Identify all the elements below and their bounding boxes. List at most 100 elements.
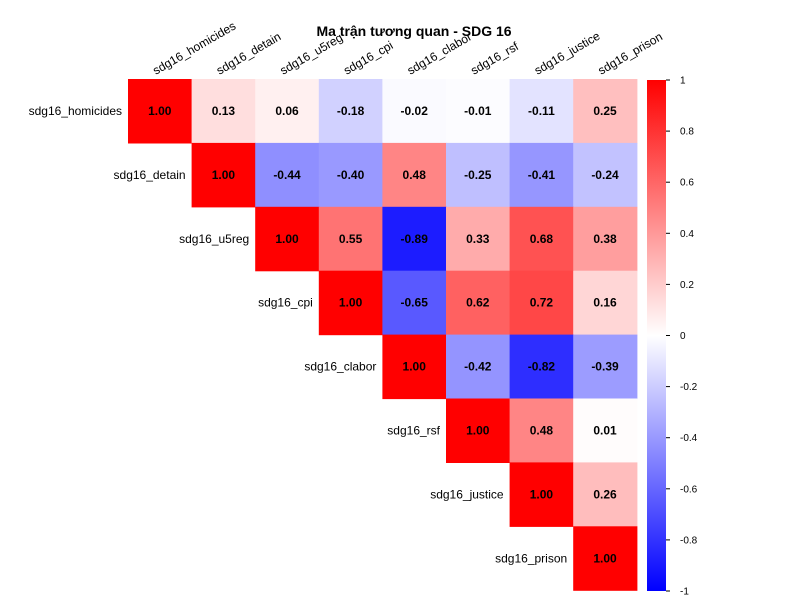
cell-value-label: -0.82 bbox=[528, 360, 556, 374]
cell-value-label: -0.89 bbox=[401, 232, 429, 246]
colorbar-tick-label: 0.2 bbox=[680, 280, 694, 291]
heatmap-cell bbox=[128, 79, 193, 144]
heatmap-cell bbox=[446, 334, 511, 400]
cell-value-label: 1.00 bbox=[212, 168, 236, 182]
heatmap-cell bbox=[573, 334, 638, 400]
cell-value-label: -0.65 bbox=[401, 296, 429, 310]
cell-value-label: 0.25 bbox=[593, 104, 617, 118]
row-label: sdg16_rsf bbox=[387, 423, 440, 437]
colorbar-tick-label: 0.6 bbox=[680, 178, 694, 189]
cell-value-label: 0.38 bbox=[593, 232, 617, 246]
cell-value-label: 1.00 bbox=[403, 360, 427, 374]
cell-value-label: 0.13 bbox=[212, 104, 236, 118]
colorbar-tick-label: 0 bbox=[680, 331, 686, 342]
heatmap-cell bbox=[573, 142, 638, 208]
cell-value-label: 0.48 bbox=[403, 168, 427, 182]
heatmap-cell bbox=[255, 79, 320, 144]
column-label: sdg16_u5reg bbox=[278, 30, 346, 77]
row-label: sdg16_justice bbox=[430, 487, 504, 501]
heatmap-cell bbox=[446, 79, 511, 144]
row-label: sdg16_u5reg bbox=[179, 232, 249, 246]
heatmap-cell bbox=[509, 462, 574, 527]
heatmap-cell bbox=[573, 462, 638, 527]
heatmap-cell bbox=[382, 334, 447, 400]
row-label: sdg16_prison bbox=[495, 551, 567, 565]
colorbar-tick-label: -0.4 bbox=[680, 433, 698, 444]
heatmap-cell bbox=[509, 79, 574, 144]
cell-value-label: -0.11 bbox=[528, 104, 555, 118]
cell-value-label: -0.41 bbox=[528, 168, 556, 182]
heatmap-cell bbox=[446, 206, 511, 272]
cell-value-label: 1.00 bbox=[466, 423, 490, 437]
heatmap-cell bbox=[446, 398, 511, 463]
row-label: sdg16_clabor bbox=[304, 360, 376, 374]
row-label: sdg16_detain bbox=[114, 168, 186, 182]
heatmap-cell bbox=[191, 142, 256, 208]
heatmap-cell bbox=[318, 206, 383, 272]
cell-value-label: -0.39 bbox=[591, 360, 619, 374]
heatmap-cell bbox=[509, 398, 574, 463]
cell-value-label: -0.02 bbox=[401, 104, 429, 118]
heatmap-cell bbox=[318, 79, 383, 144]
heatmap-cell bbox=[509, 206, 574, 272]
cell-value-label: 1.00 bbox=[148, 104, 172, 118]
cell-value-label: 0.68 bbox=[530, 232, 554, 246]
cell-value-label: -0.40 bbox=[337, 168, 365, 182]
heatmap-cell bbox=[318, 270, 383, 336]
heatmap-cell bbox=[573, 206, 638, 272]
row-label: sdg16_cpi bbox=[258, 296, 313, 310]
colorbar-tick-label: 0.4 bbox=[680, 229, 694, 240]
heatmap-cell bbox=[573, 526, 638, 591]
heatmap-cells: 1.00 0.13 0.06 -0.18 -0.02 -0.01 -0.11 0.25 1.00… bbox=[128, 79, 638, 591]
column-label: sdg16_cpi bbox=[341, 38, 395, 77]
cell-value-label: -0.25 bbox=[464, 168, 492, 182]
cell-value-label: 0.01 bbox=[593, 423, 617, 437]
cell-value-label: -0.01 bbox=[464, 104, 492, 118]
heatmap-cell bbox=[382, 79, 447, 144]
colorbar-tick-label: 0.8 bbox=[680, 127, 694, 138]
heatmap-cell bbox=[509, 334, 574, 400]
cell-value-label: 0.16 bbox=[593, 296, 617, 310]
heatmap-cell bbox=[573, 79, 638, 144]
colorbar-tick-label: -0.6 bbox=[680, 484, 698, 495]
cell-value-label: 1.00 bbox=[593, 551, 617, 565]
cell-value-label: 0.72 bbox=[530, 296, 554, 310]
heatmap-cell bbox=[509, 142, 574, 208]
cell-value-label: 0.26 bbox=[593, 487, 617, 501]
cell-value-label: -0.18 bbox=[337, 104, 365, 118]
heatmap-cell bbox=[573, 270, 638, 336]
column-label: sdg16_justice bbox=[532, 29, 603, 78]
cell-value-label: 0.33 bbox=[466, 232, 490, 246]
cell-value-label: 0.48 bbox=[530, 423, 554, 437]
heatmap-cell bbox=[382, 270, 447, 336]
column-label: sdg16_prison bbox=[596, 29, 665, 77]
row-labels: sdg16_homicides sdg16_detain sdg16_u5regsd… bbox=[29, 104, 568, 565]
cell-value-label: -0.44 bbox=[273, 168, 301, 182]
heatmap-cell bbox=[318, 142, 383, 208]
heatmap-cell bbox=[446, 142, 511, 208]
cell-value-label: 1.00 bbox=[339, 296, 363, 310]
cell-value-label: -0.24 bbox=[591, 168, 619, 182]
cell-value-label: -0.42 bbox=[464, 360, 492, 374]
heatmap-cell bbox=[191, 79, 256, 144]
cell-value-label: 1.00 bbox=[530, 487, 554, 501]
heatmap-cell bbox=[573, 398, 638, 463]
colorbar: 1 0.8 0.6 0.4 0.2 0 -0.2 -0.4 -0.6 -0.8 -1 bbox=[647, 76, 698, 598]
colorbar-tick-label: -0.8 bbox=[680, 535, 698, 546]
cell-value-label: 0.55 bbox=[339, 232, 363, 246]
cell-value-label: 1.00 bbox=[275, 232, 299, 246]
cell-value-label: 0.62 bbox=[466, 296, 490, 310]
heatmap-cell bbox=[509, 270, 574, 336]
colorbar-tick-label: 1 bbox=[680, 76, 686, 87]
column-label: sdg16_rsf bbox=[468, 39, 521, 78]
heatmap-cell bbox=[382, 142, 447, 208]
cell-value-label: 0.06 bbox=[275, 104, 299, 118]
chart-title: Ma trận tương quan - SDG 16 bbox=[316, 23, 511, 39]
heatmap-cell bbox=[446, 270, 511, 336]
colorbar-tick-label: -0.2 bbox=[680, 382, 698, 393]
colorbar-tick-label: -1 bbox=[680, 587, 689, 598]
row-label: sdg16_homicides bbox=[29, 104, 122, 118]
colorbar-gradient bbox=[647, 80, 666, 591]
heatmap-cell bbox=[255, 206, 320, 272]
